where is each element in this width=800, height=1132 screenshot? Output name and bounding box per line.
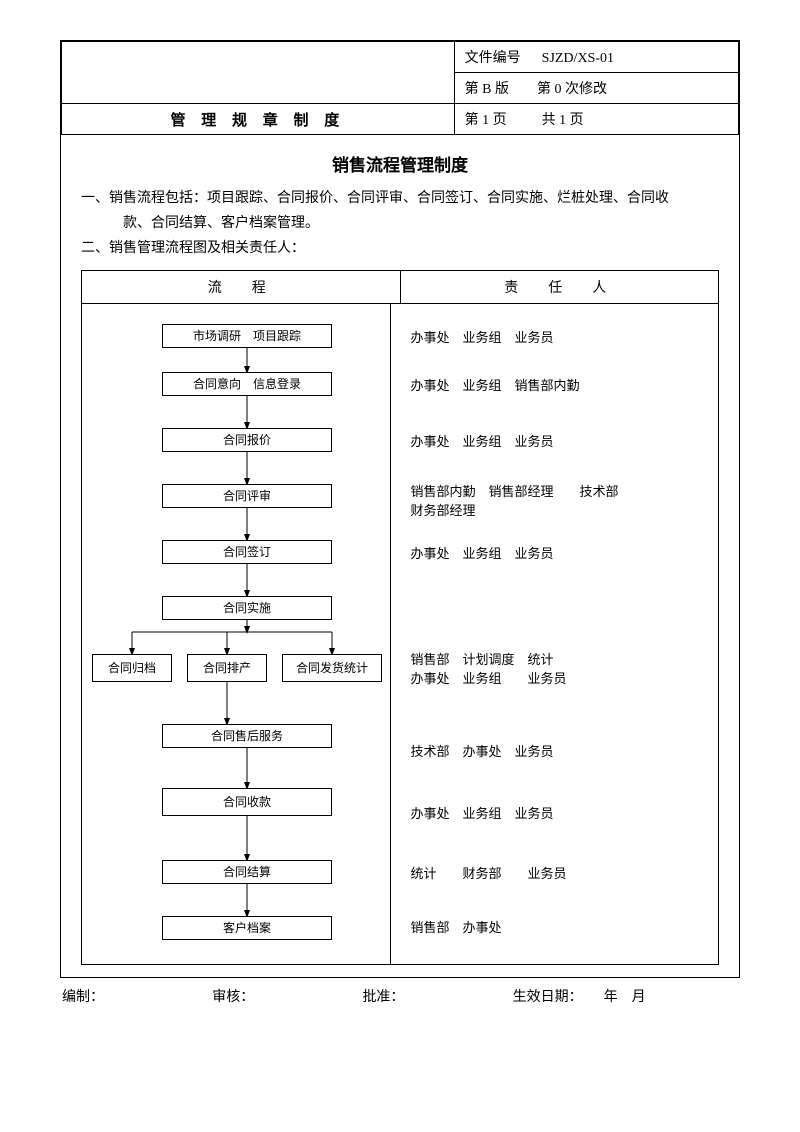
intro-line1: 一、销售流程包括：项目跟踪、合同报价、合同评审、合同签订、合同实施、烂桩处理、合… [81, 186, 719, 211]
footer-col2: 审核： [212, 986, 362, 1006]
flow-node: 合同售后服务 [162, 724, 332, 748]
flow-node: 合同发货统计 [282, 654, 382, 682]
responsibility-text: 销售部 计划调度 统计 办事处 业务组 业务员 [411, 650, 567, 689]
responsibility-text: 销售部 办事处 [411, 918, 502, 938]
header-title-cell: 管 理 规 章 制 度 [62, 104, 455, 135]
flow-node: 合同收款 [162, 788, 332, 816]
doc-number-value: SJZD/XS-01 [542, 51, 614, 66]
footer-col4: 生效日期： 年 月 [513, 986, 738, 1006]
responsibility-text: 办事处 业务组 业务员 [411, 328, 554, 348]
flow-node: 合同意向 信息登录 [162, 372, 332, 396]
header-table: 文件编号 SJZD/XS-01 第 B 版 第 0 次修改 管 理 规 章 制 … [61, 41, 739, 135]
flow-left-panel: 市场调研 项目跟踪合同意向 信息登录合同报价合同评审合同签订合同实施合同归档合同… [82, 304, 391, 964]
responsibility-text: 销售部内勤 销售部经理 技术部 财务部经理 [411, 482, 619, 521]
page-left: 第 1 页 [465, 113, 507, 128]
flow-node: 合同评审 [162, 484, 332, 508]
flow-node: 合同排产 [187, 654, 267, 682]
version-cell: 第 B 版 第 0 次修改 [454, 73, 738, 104]
footer-col3: 批准： [362, 986, 512, 1006]
flow-node: 客户档案 [162, 916, 332, 940]
flow-header-left: 流 程 [82, 271, 401, 304]
version-right: 第 0 次修改 [537, 82, 607, 97]
responsibility-text: 技术部 办事处 业务员 [411, 742, 554, 762]
responsibility-text: 办事处 业务组 业务员 [411, 544, 554, 564]
flow-right-panel: 办事处 业务组 业务员办事处 业务组 销售部内勤办事处 业务组 业务员销售部内勤… [391, 304, 719, 964]
intro-line1b: 款、合同结算、客户档案管理。 [81, 211, 719, 236]
page-cell: 第 1 页 共 1 页 [454, 104, 738, 135]
flow-node: 合同结算 [162, 860, 332, 884]
flow-node: 合同报价 [162, 428, 332, 452]
intro-line2: 二、销售管理流程图及相关责任人： [81, 236, 719, 261]
responsibility-text: 办事处 业务组 业务员 [411, 432, 554, 452]
document-border: 文件编号 SJZD/XS-01 第 B 版 第 0 次修改 管 理 规 章 制 … [60, 40, 740, 978]
flow-node: 合同签订 [162, 540, 332, 564]
page-right: 共 1 页 [542, 113, 584, 128]
flow-header-right: 责 任 人 [401, 271, 719, 304]
main-title: 销售流程管理制度 [61, 151, 739, 176]
flow-body: 市场调研 项目跟踪合同意向 信息登录合同报价合同评审合同签订合同实施合同归档合同… [82, 304, 718, 964]
flow-node: 合同归档 [92, 654, 172, 682]
intro-section: 一、销售流程包括：项目跟踪、合同报价、合同评审、合同签订、合同实施、烂桩处理、合… [81, 186, 719, 262]
page: 文件编号 SJZD/XS-01 第 B 版 第 0 次修改 管 理 规 章 制 … [0, 0, 800, 1132]
header-empty-cell [62, 42, 455, 104]
responsibility-text: 办事处 业务组 销售部内勤 [411, 376, 580, 396]
responsibility-text: 统计 财务部 业务员 [411, 864, 567, 884]
footer: 编制： 审核： 批准： 生效日期： 年 月 [60, 986, 740, 1006]
flow-container: 流 程 责 任 人 市场调研 项目跟踪合同意向 信息登录合同报价合同评审合同签订… [81, 270, 719, 965]
doc-number-label: 文件编号 [465, 51, 521, 66]
flow-header: 流 程 责 任 人 [82, 271, 718, 304]
responsibility-text: 办事处 业务组 业务员 [411, 804, 554, 824]
version-left: 第 B 版 [465, 82, 509, 97]
doc-number-cell: 文件编号 SJZD/XS-01 [454, 42, 738, 73]
flow-node: 合同实施 [162, 596, 332, 620]
footer-col1: 编制： [62, 986, 212, 1006]
flow-node: 市场调研 项目跟踪 [162, 324, 332, 348]
